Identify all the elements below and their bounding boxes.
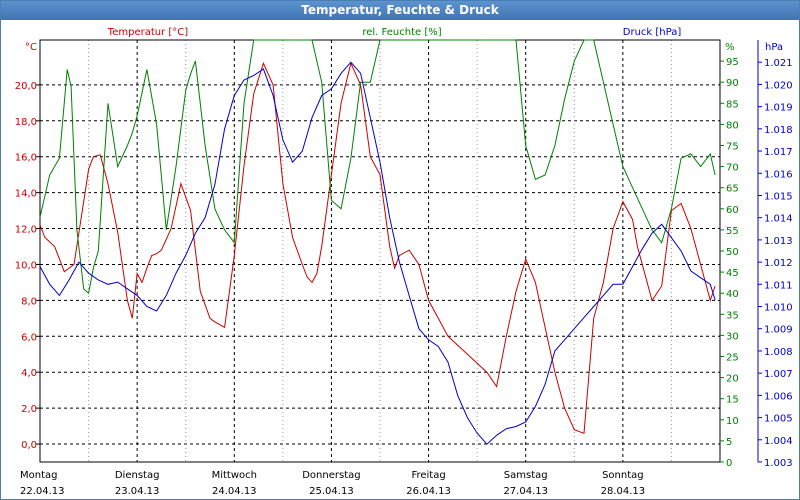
humidity-tick-label: 10 — [726, 416, 739, 427]
humidity-tick-label: 60 — [726, 205, 739, 216]
pressure-tick-label: 1.008 — [764, 347, 793, 358]
temperature-tick-label: 8,0 — [21, 296, 37, 307]
humidity-tick-label: 55 — [726, 226, 739, 237]
grid-lines — [40, 40, 720, 462]
temperature-tick-label: 14,0 — [15, 189, 37, 200]
x-day-label: Samstag — [504, 470, 548, 481]
temperature-unit: °C — [25, 42, 37, 53]
temperature-axis-title: Temperatur [°C] — [107, 27, 188, 38]
x-axis: Montag 22.04.13 Dienstag 23.04.13 Mittwoch 24… — [20, 470, 645, 497]
humidity-tick-label: 85 — [726, 99, 739, 110]
humidity-unit: % — [725, 42, 735, 53]
humidity-tick-label: 40 — [726, 289, 739, 300]
pressure-tick-label: 1.021 — [764, 58, 793, 69]
pressure-tick-label: 1.006 — [764, 391, 793, 402]
x-day-label: Mittwoch — [212, 470, 257, 481]
pressure-tick-label: 1.017 — [764, 147, 793, 158]
temperature-axis: 0,0 2,0 4,0 6,0 8,0 10,0 12,0 14,0 16,0 18,0 20,0 — [15, 81, 40, 451]
series-lines — [39, 39, 716, 445]
humidity-tick-label: 25 — [726, 353, 739, 364]
pressure-tick-label: 1.010 — [764, 303, 793, 314]
x-date-label: 26.04.13 — [406, 486, 451, 497]
temperature-tick-label: 12,0 — [15, 225, 37, 236]
humidity-tick-label: 30 — [726, 331, 739, 342]
pressure-tick-label: 1.012 — [764, 258, 793, 269]
x-day-label: Dienstag — [115, 470, 160, 481]
humidity-tick-label: 75 — [726, 142, 739, 153]
x-day-label: Freitag — [411, 470, 445, 481]
pressure-tick-label: 1.009 — [764, 325, 793, 336]
x-date-label: 28.04.13 — [601, 486, 646, 497]
temperature-tick-label: 18,0 — [15, 117, 37, 128]
temperature-tick-label: 6,0 — [21, 332, 37, 343]
humidity-tick-label: 35 — [726, 310, 739, 321]
pressure-unit: hPa — [765, 42, 783, 53]
pressure-tick-label: 1.005 — [764, 414, 793, 425]
humidity-tick-label: 20 — [726, 374, 739, 385]
pressure-tick-label: 1.015 — [764, 191, 793, 202]
temperature-tick-label: 16,0 — [15, 153, 37, 164]
humidity-tick-label: 95 — [726, 57, 739, 68]
humidity-tick-label: 15 — [726, 395, 739, 406]
x-date-label: 27.04.13 — [503, 486, 548, 497]
pressure-tick-label: 1.018 — [764, 125, 793, 136]
x-date-label: 25.04.13 — [309, 486, 354, 497]
series-line-humidity — [39, 39, 716, 295]
pressure-tick-label: 1.020 — [764, 80, 793, 91]
pressure-axis: 1.003 1.004 1.005 1.006 1.007 1.008 1.009 1.010… — [757, 40, 793, 469]
humidity-tick-label: 65 — [726, 184, 739, 195]
plot-area — [39, 39, 721, 463]
pressure-tick-label: 1.016 — [764, 169, 793, 180]
humidity-tick-label: 80 — [726, 120, 739, 131]
x-date-label: 22.04.13 — [20, 486, 65, 497]
series-line-pressure — [39, 61, 716, 445]
humidity-axis: 0 5 10 15 20 25 30 35 40 45 50 55 60 65 70 75 80 85 90 95 — [720, 57, 739, 469]
x-day-label: Donnerstag — [302, 470, 360, 481]
window-title: Temperatur, Feuchte & Druck — [1, 1, 799, 20]
humidity-tick-label: 5 — [726, 437, 732, 448]
temperature-tick-label: 0,0 — [21, 440, 37, 451]
pressure-tick-label: 1.007 — [764, 369, 793, 380]
temperature-tick-label: 10,0 — [15, 260, 37, 271]
pressure-tick-label: 1.003 — [764, 458, 793, 469]
x-day-label: Sonntag — [602, 470, 644, 481]
pressure-axis-title: Druck [hPa] — [623, 27, 682, 38]
temperature-tick-label: 2,0 — [21, 404, 37, 415]
pressure-tick-label: 1.014 — [764, 214, 793, 225]
pressure-tick-label: 1.004 — [764, 436, 793, 447]
pressure-tick-label: 1.011 — [764, 280, 793, 291]
humidity-tick-label: 70 — [726, 163, 739, 174]
pressure-tick-label: 1.013 — [764, 236, 793, 247]
axis-labels: Temperatur [°C] rel. Feuchte [%] Druck [… — [25, 27, 783, 53]
humidity-tick-label: 45 — [726, 268, 739, 279]
humidity-tick-label: 90 — [726, 78, 739, 89]
pressure-tick-label: 1.019 — [764, 103, 793, 114]
x-day-label: Montag — [20, 470, 57, 481]
humidity-tick-label: 0 — [726, 458, 732, 469]
temperature-tick-label: 4,0 — [21, 368, 37, 379]
x-date-label: 23.04.13 — [115, 486, 160, 497]
series-line-temperature — [39, 61, 716, 434]
temperature-tick-label: 20,0 — [15, 81, 37, 92]
humidity-tick-label: 50 — [726, 247, 739, 258]
x-date-label: 24.04.13 — [212, 486, 257, 497]
humidity-axis-title: rel. Feuchte [%] — [362, 27, 441, 38]
